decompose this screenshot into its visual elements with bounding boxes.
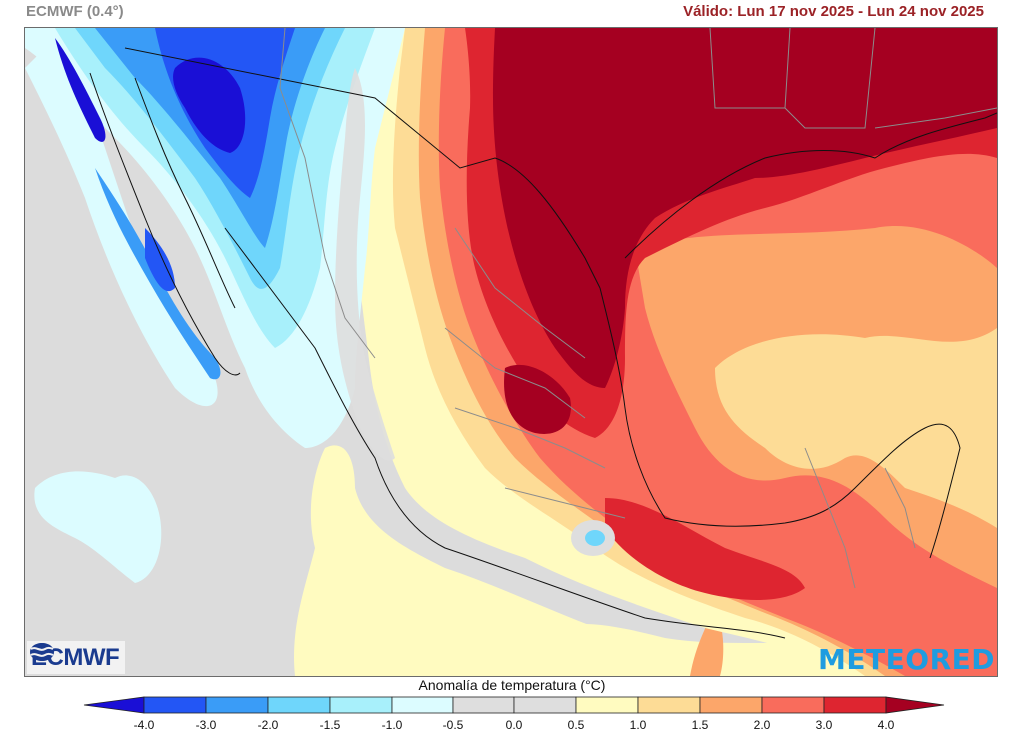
color-scale-bar	[83, 696, 945, 714]
anomaly-field	[25, 28, 997, 676]
legend-tick-label: 4.0	[877, 718, 895, 732]
temperature-anomaly-map[interactable]: ECMWF METEORED	[24, 27, 998, 677]
legend-tick-label: 0.5	[567, 718, 585, 732]
legend-tick-label: 2.0	[753, 718, 771, 732]
legend-tick-label: -1.5	[319, 718, 341, 732]
legend-tick-label: -3.0	[195, 718, 217, 732]
ecmwf-logo: ECMWF	[27, 641, 126, 674]
meteored-logo: METEORED	[818, 643, 995, 676]
legend-tick-label: 1.5	[691, 718, 709, 732]
model-title: ECMWF (0.4°)	[26, 3, 124, 20]
legend-tick-label: 0.0	[505, 718, 523, 732]
valid-date-range: Válido: Lun 17 nov 2025 - Lun 24 nov 202…	[683, 3, 984, 20]
ecmwf-wave-icon	[30, 643, 54, 661]
legend-tick-label: -1.0	[381, 718, 403, 732]
legend-tick-label: -0.5	[442, 718, 464, 732]
legend-title: Anomalía de temperatura (°C)	[418, 677, 606, 693]
legend-tick-label: 1.0	[629, 718, 647, 732]
legend-tick-label: 3.0	[815, 718, 833, 732]
legend-tick-label: -4.0	[133, 718, 155, 732]
legend-tick-label: -2.0	[257, 718, 279, 732]
